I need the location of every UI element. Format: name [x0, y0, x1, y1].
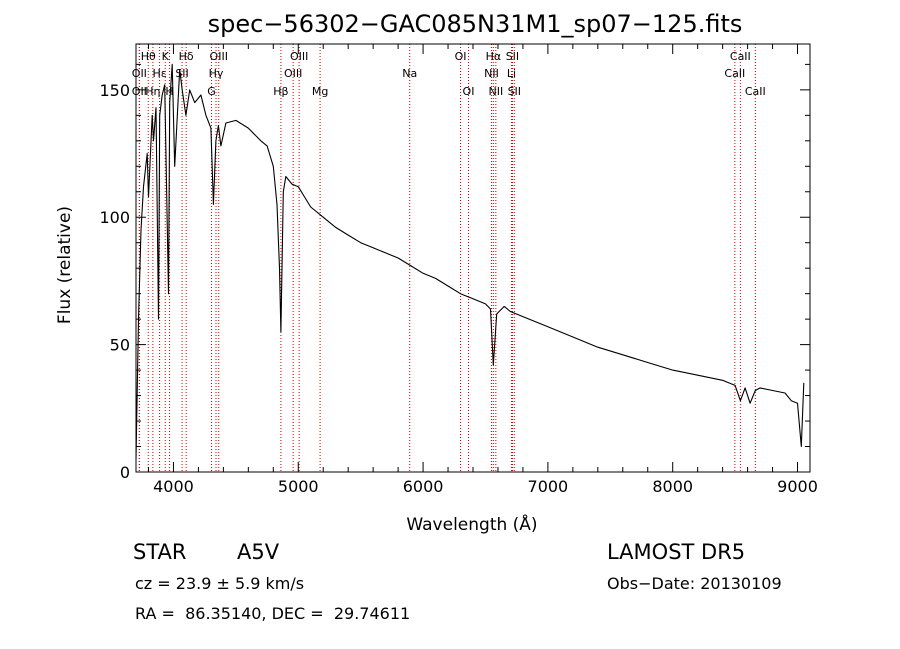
redshift-cz: cz = 23.9 ± 5.9 km/s [135, 574, 305, 593]
spectral-line-label: Hη [145, 85, 160, 98]
survey-name: LAMOST DR5 [607, 540, 746, 564]
spectral-line-label: OIII [284, 67, 302, 80]
spectrum-series-line [135, 63, 805, 460]
observation-date: Obs−Date: 20130109 [607, 574, 782, 593]
object-subclass: A5V [237, 540, 280, 564]
x-axis-label: Wavelength (Å) [406, 513, 537, 535]
spectral-line-label: Hε [152, 67, 166, 80]
spectral-line-label: OI [455, 50, 467, 63]
spectral-line-label: SII [508, 85, 521, 98]
spectral-line-label: K [162, 50, 170, 63]
y-axis-label: Flux (relative) [55, 206, 75, 324]
spectral-line-label: G [207, 85, 216, 98]
spectral-line-label: Hγ [209, 67, 224, 80]
plot-frame [135, 43, 811, 473]
series-layer [135, 63, 805, 460]
spectral-line-label: SII [175, 67, 188, 80]
spectral-line-label: OIII [210, 50, 228, 63]
spectral-line-label: SII [506, 50, 519, 63]
y-tick-label: 50 [110, 336, 130, 355]
x-tick-label: 8000 [652, 477, 693, 496]
object-class: STAR [133, 540, 187, 564]
x-tick-label: 4000 [153, 477, 194, 496]
y-tick-label: 100 [99, 208, 130, 227]
spectral-line-label: Hθ [141, 50, 156, 63]
axis-ticks-layer: 4000 5000 6000 7000 8000 9000 0 50 100 150 [99, 44, 818, 496]
spectral-line-label: Li [507, 67, 516, 80]
spectral-line-label: H [165, 85, 173, 98]
spectral-line-label: CaII [724, 67, 745, 80]
spectral-line-label: NII [488, 85, 503, 98]
spectral-line-label: OIII [290, 50, 308, 63]
spectral-line-label: CaII [730, 50, 751, 63]
spectral-line-label: NII [484, 67, 499, 80]
y-tick-label: 0 [120, 463, 130, 482]
spectral-line-label: CaII [745, 85, 766, 98]
spectral-line-label: Hβ [273, 85, 288, 98]
spectral-line-label: Hα [486, 50, 502, 63]
spectral-line-label: Hδ [179, 50, 194, 63]
x-tick-label: 6000 [403, 477, 444, 496]
chart-title: spec−56302−GAC085N31M1_sp07−125.fits [208, 10, 743, 38]
y-tick-label: 150 [99, 81, 130, 100]
ra-dec-coordinates: RA = 86.35140, DEC = 29.74611 [135, 604, 411, 623]
spectral-line-label: Na [402, 67, 417, 80]
spectral-line-label: OI [463, 85, 475, 98]
x-tick-label: 7000 [528, 477, 569, 496]
x-tick-label: 5000 [278, 477, 319, 496]
x-tick-label: 9000 [777, 477, 818, 496]
spectral-line-label: Mg [312, 85, 328, 98]
